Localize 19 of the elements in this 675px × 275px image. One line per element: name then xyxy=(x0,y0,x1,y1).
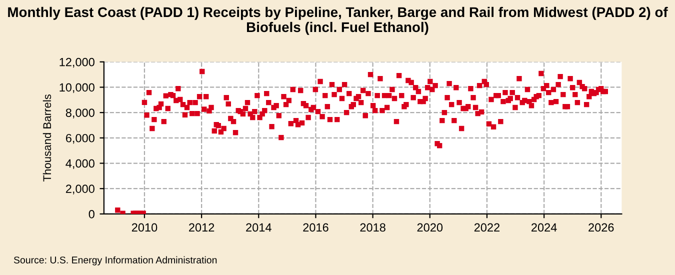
x-tick-label: 2026 xyxy=(588,223,614,232)
x-tick-label: 2020 xyxy=(417,223,443,232)
x-tick-label: 2010 xyxy=(132,223,158,232)
x-tick-label: 2018 xyxy=(360,223,386,232)
y-axis-title: Thousand Barrels xyxy=(42,94,52,182)
y-tick-label: 12,000 xyxy=(60,58,94,68)
x-tick-label: 2014 xyxy=(246,223,272,232)
y-tick-label: 8,000 xyxy=(66,108,94,118)
chart-title: Monthly East Coast (PADD 1) Receipts by Pipeline, Tanker, Barge and Rail from Midwest (PADD 2) of Biofuels (incl. Fuel Ethanol) xyxy=(8,6,668,35)
y-tick-label: 10,000 xyxy=(60,83,94,94)
y-tick-label: 4,000 xyxy=(66,159,94,170)
y-tick-label: 2,000 xyxy=(66,184,94,194)
x-tick-label: 2012 xyxy=(189,223,214,232)
x-tick-label: 2022 xyxy=(474,223,500,232)
source-note: Source: U.S. Energy Information Administration xyxy=(14,256,217,266)
y-tick-label: 0 xyxy=(88,210,94,218)
x-tick-label: 2024 xyxy=(532,223,557,232)
y-tick-label: 6,000 xyxy=(66,134,94,144)
x-tick-label: 2016 xyxy=(303,223,328,232)
